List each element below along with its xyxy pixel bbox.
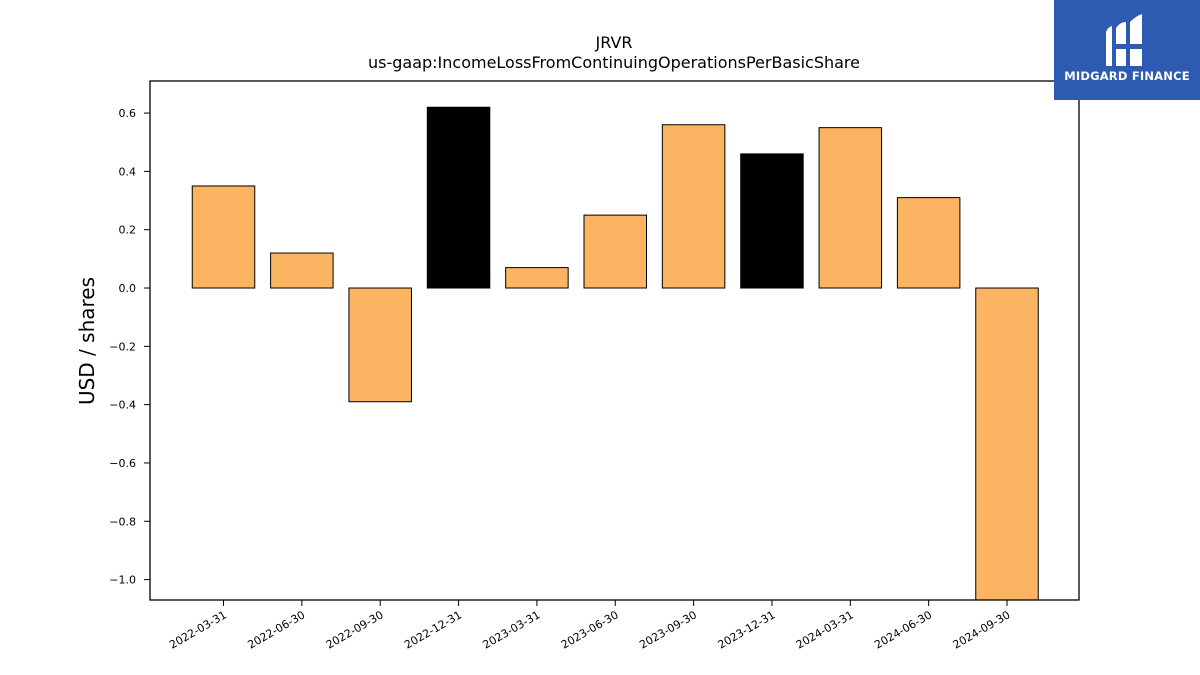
y-tick-label: −0.8 <box>109 515 136 528</box>
midgard-finance-logo: MIDGARD FINANCE <box>1054 0 1200 100</box>
x-tick-label: 2023-06-30 <box>559 608 621 651</box>
bar-2024-03-31 <box>818 127 883 289</box>
bar-2022-09-30 <box>348 287 412 403</box>
x-tick-label: 2023-12-31 <box>716 608 778 651</box>
y-tick-label: 0.0 <box>119 282 137 295</box>
x-tick-label: 2024-09-30 <box>951 608 1013 651</box>
x-tick-label: 2022-03-31 <box>167 608 229 651</box>
bar-2022-06-30 <box>270 252 334 289</box>
bars-group <box>191 106 1039 601</box>
bar-2022-03-31 <box>191 185 256 289</box>
y-tick-label: 0.2 <box>119 224 137 237</box>
y-tick-label: −0.4 <box>109 399 136 412</box>
midgard-logo-icon <box>1106 14 1142 66</box>
chart-title: JRVR <box>594 33 632 52</box>
bar-2024-06-30 <box>896 197 961 289</box>
x-tick-label: 2023-03-31 <box>481 608 543 651</box>
y-tick-label: 0.4 <box>119 165 137 178</box>
bar-2023-03-31 <box>505 267 569 289</box>
logo-text: MIDGARD FINANCE <box>1064 69 1190 83</box>
y-tick-label: −0.2 <box>109 340 136 353</box>
chart-subtitle: us-gaap:IncomeLossFromContinuingOperatio… <box>368 53 860 72</box>
bar-2024-09-30 <box>975 287 1039 601</box>
x-ticks-group: 2022-03-31 2022-06-30 2022-09-30 2022-12-31… <box>167 600 1013 652</box>
bar-2023-09-30 <box>661 124 726 289</box>
y-tick-label: 0.6 <box>119 107 137 120</box>
y-axis-label: USD / shares <box>75 277 99 405</box>
x-tick-label: 2024-03-31 <box>794 608 856 651</box>
bar-2023-12-31 <box>740 153 804 289</box>
x-tick-label: 2024-06-30 <box>872 608 934 651</box>
x-tick-label: 2022-09-30 <box>324 608 386 651</box>
plot-frame <box>149 80 1080 601</box>
x-tick-label: 2022-12-31 <box>402 608 464 651</box>
bar-2022-12-31 <box>426 106 491 289</box>
y-ticks-group: 0.6 0.4 0.2 0.0 −0.2 −0.4 −0.6 −0.8 −1.0 <box>109 107 150 587</box>
y-tick-label: −0.6 <box>109 457 136 470</box>
x-tick-label: 2023-09-30 <box>637 608 699 651</box>
x-tick-label: 2022-06-30 <box>245 608 307 651</box>
y-tick-label: −1.0 <box>109 574 136 587</box>
bar-2023-06-30 <box>583 214 647 289</box>
